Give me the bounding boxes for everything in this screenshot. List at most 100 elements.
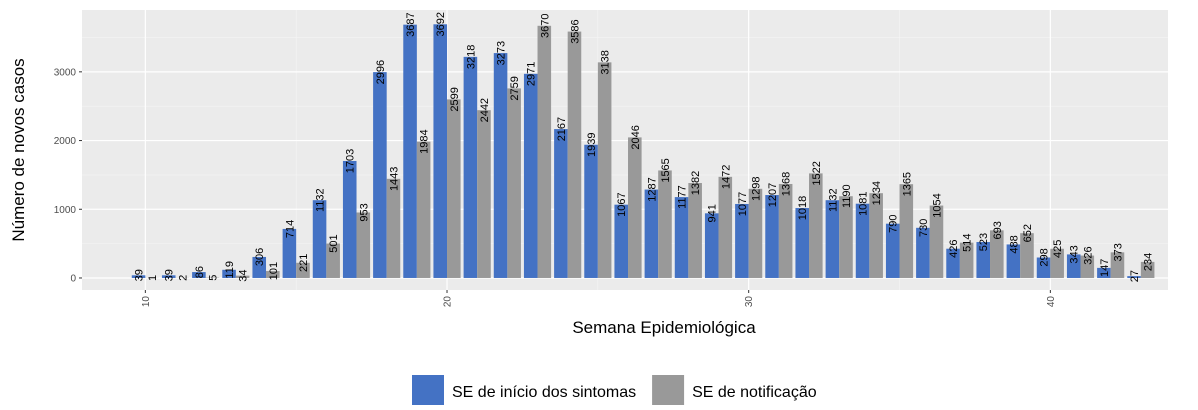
value-label: 3692 (435, 12, 447, 36)
value-label: 1287 (646, 177, 658, 201)
bar (373, 72, 387, 278)
value-label: 86 (194, 266, 206, 278)
bar (554, 129, 568, 278)
value-label: 298 (1039, 248, 1051, 266)
value-label: 2759 (509, 76, 521, 100)
value-label: 39 (134, 269, 146, 281)
bar (464, 57, 478, 278)
value-label: 373 (1112, 243, 1124, 261)
bar (779, 184, 793, 278)
value-label: 1081 (858, 191, 870, 215)
value-label: 714 (284, 220, 296, 238)
value-label: 1443 (388, 167, 400, 191)
value-label: 1207 (767, 183, 779, 207)
bar (494, 53, 508, 278)
value-label: 523 (978, 233, 990, 251)
value-label: 1939 (586, 133, 598, 157)
x-tick-label: 30 (744, 296, 755, 308)
bar (584, 145, 598, 278)
value-label: 425 (1052, 240, 1064, 258)
value-label: 1190 (841, 184, 853, 208)
value-label: 3273 (496, 41, 508, 65)
value-label: 2996 (375, 60, 387, 84)
value-label: 221 (298, 254, 310, 272)
bar (809, 173, 823, 278)
value-label: 1177 (677, 185, 689, 209)
value-label: 693 (992, 221, 1004, 239)
y-tick-label: 2000 (54, 136, 77, 147)
value-label: 1018 (797, 196, 809, 220)
bar (447, 99, 461, 278)
value-label: 426 (948, 240, 960, 258)
value-label: 1522 (811, 161, 823, 185)
value-label: 3670 (539, 14, 551, 38)
value-label: 34 (238, 270, 250, 282)
bar (688, 183, 702, 278)
bar (507, 88, 521, 278)
value-label: 2971 (526, 62, 538, 86)
value-label: 1054 (931, 193, 943, 217)
bar (387, 179, 401, 278)
value-label: 652 (1022, 224, 1034, 242)
value-label: 1298 (750, 177, 762, 201)
y-tick-label: 1000 (54, 205, 77, 216)
value-label: 119 (224, 261, 236, 279)
value-label: 2046 (630, 125, 642, 149)
value-label: 3586 (569, 19, 581, 43)
legend-swatch (652, 375, 684, 405)
value-label: 488 (1008, 235, 1020, 253)
x-tick-label: 40 (1046, 296, 1057, 308)
value-label: 2 (177, 275, 189, 281)
bar (628, 137, 642, 278)
value-label: 5 (207, 275, 219, 281)
bar (477, 110, 491, 278)
value-label: 1984 (419, 129, 431, 153)
legend-label: SE de início dos sintomas (452, 384, 636, 401)
value-label: 941 (707, 204, 719, 222)
value-label: 27 (1129, 270, 1141, 282)
value-label: 1077 (737, 192, 749, 216)
value-label: 3138 (600, 50, 612, 74)
value-label: 326 (1082, 246, 1094, 264)
y-tick-label: 0 (70, 273, 76, 284)
value-label: 2599 (449, 87, 461, 111)
bar (403, 25, 417, 278)
value-label: 514 (962, 233, 974, 251)
bar (598, 62, 612, 278)
value-label: 3218 (465, 45, 477, 69)
x-axis-title: Semana Epidemiológica (572, 318, 756, 337)
value-label: 306 (254, 248, 266, 266)
value-label: 343 (1069, 245, 1081, 263)
value-label: 1365 (901, 172, 913, 196)
y-axis-title: Número de novos casos (9, 58, 28, 241)
value-label: 501 (328, 234, 340, 252)
bar (343, 161, 357, 278)
value-label: 3687 (405, 12, 417, 36)
bar (900, 184, 914, 278)
value-label: 1703 (345, 149, 357, 173)
bar (524, 74, 538, 278)
value-label: 1067 (616, 192, 628, 216)
value-label: 2167 (556, 117, 568, 141)
value-label: 39 (164, 269, 176, 281)
x-tick-label: 20 (443, 296, 454, 308)
bar (749, 189, 763, 278)
bar (538, 26, 552, 278)
y-tick-label: 3000 (54, 67, 77, 78)
bar (433, 24, 447, 278)
bar (568, 32, 582, 278)
bar (658, 170, 672, 278)
value-label: 953 (358, 203, 370, 221)
value-label: 1368 (781, 172, 793, 196)
value-label: 1132 (315, 188, 327, 212)
x-tick-label: 10 (141, 296, 152, 308)
bar (645, 190, 659, 278)
bar (719, 177, 733, 278)
value-label: 147 (1099, 259, 1111, 277)
value-label: 1234 (871, 181, 883, 205)
legend-label: SE de notificação (692, 384, 817, 401)
bar (417, 142, 431, 278)
value-label: 1 (147, 275, 159, 281)
value-label: 790 (888, 215, 900, 233)
